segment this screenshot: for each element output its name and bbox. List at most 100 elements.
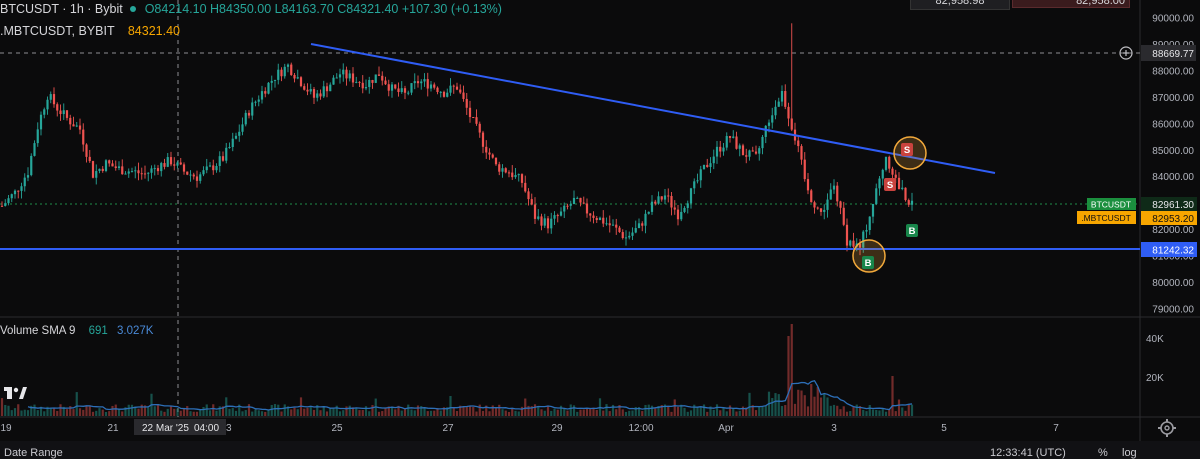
top-price-box-left[interactable]: 82,958.98 [910, 0, 1010, 10]
candle-body [312, 89, 316, 98]
volume-bar [30, 405, 33, 416]
buy-marker[interactable]: B [862, 256, 874, 269]
candles-layer [0, 23, 914, 256]
sell-marker[interactable]: S [884, 178, 896, 191]
candle-body [485, 146, 488, 153]
volume-bar [582, 409, 585, 416]
volume-bar [871, 409, 875, 416]
sell-marker[interactable]: S [901, 143, 913, 156]
candle-body [104, 160, 108, 171]
volume-bar [670, 411, 673, 416]
volume-indicator-title[interactable]: Volume SMA 9 [0, 325, 76, 337]
add-alert-icon[interactable] [1119, 46, 1133, 60]
candle-body [147, 172, 150, 174]
candle-body [377, 74, 381, 76]
legend-index[interactable]: .MBTCUSDT, BYBIT 84321.40 [0, 24, 180, 38]
volume-bar [615, 409, 618, 416]
volume-bar [637, 407, 641, 416]
candle-body [787, 106, 790, 119]
volume-bar [260, 411, 264, 416]
volume-bar [309, 406, 312, 416]
volume-bar [91, 411, 95, 416]
candle-body [774, 106, 777, 116]
descending-trendline[interactable] [310, 43, 996, 174]
candle-body [65, 110, 69, 118]
volume-bar [579, 409, 582, 416]
candle-body [511, 172, 514, 178]
candle-body [520, 174, 524, 183]
candle-body [712, 156, 715, 164]
candle-body [517, 174, 520, 176]
candle-body [745, 155, 748, 157]
candle-body [322, 86, 325, 97]
candle-body [845, 224, 849, 246]
volume-bar [462, 406, 465, 416]
candle-body [303, 86, 306, 90]
ohlc-values: O84214.10 H84350.00 L84163.70 C84321.40 … [144, 2, 502, 16]
volume-bar [244, 410, 247, 416]
candle-body [95, 171, 98, 178]
legend-volume[interactable]: Volume SMA 9 691 3.027K [0, 325, 153, 337]
volume-bar [254, 409, 257, 416]
index-price-label: .MBTCUSDT 82953.20 [1077, 211, 1197, 225]
volume-bar [475, 411, 478, 416]
top-price-box-right[interactable]: 82,958.00 [1012, 0, 1130, 8]
candle-body [179, 162, 182, 165]
volume-bar [381, 411, 384, 416]
candle-body [888, 156, 891, 169]
date-range-button[interactable]: Date Range [4, 447, 63, 459]
volume-bar [748, 392, 751, 416]
volume-bar [82, 409, 85, 416]
volume-bar [173, 408, 176, 416]
candle-body [114, 166, 117, 169]
candle-body [904, 187, 907, 201]
candle-body [56, 104, 59, 111]
percent-toggle[interactable]: % [1098, 447, 1108, 459]
symbol-label[interactable]: BTCUSDT · 1h · Bybit [0, 2, 123, 16]
candle-body [722, 147, 725, 152]
volume-bar [413, 410, 416, 416]
volume-bar [533, 404, 537, 416]
volume-bar [683, 407, 686, 416]
volume-bar [446, 407, 449, 416]
volume-bar [641, 411, 644, 416]
svg-text:88669.77: 88669.77 [1152, 49, 1194, 60]
buy-marker[interactable]: B [906, 224, 918, 237]
volume-bar [693, 404, 696, 416]
candle-body [608, 223, 611, 226]
candle-body [589, 213, 592, 216]
volume-bar [394, 409, 397, 416]
candle-body [280, 69, 283, 77]
volume-bar [751, 405, 754, 416]
candle-body [602, 217, 605, 224]
candle-body [335, 77, 338, 79]
index-symbol-label[interactable]: .MBTCUSDT, BYBIT [0, 24, 115, 38]
candle-body [806, 179, 810, 191]
candle-body [514, 174, 517, 178]
volume-bar [800, 390, 803, 416]
candle-body [361, 82, 364, 89]
volume-bar [546, 406, 550, 416]
volume-bar [215, 410, 218, 416]
svg-text:S: S [904, 145, 910, 156]
volume-bar [420, 405, 423, 416]
legend-main[interactable]: BTCUSDT · 1h · Bybit O84214.10 H84350.00… [0, 2, 502, 16]
settings-gear-icon[interactable] [1158, 419, 1176, 437]
volume-bar [735, 411, 738, 416]
time-axis-labels[interactable]: 19 21 23 25 27 29 12:00 Apr 3 5 7 [0, 423, 1059, 434]
candle-body [358, 81, 361, 83]
utc-clock[interactable]: 12:33:41 (UTC) [990, 447, 1066, 459]
candle-body [663, 195, 667, 200]
candle-body [215, 165, 218, 171]
candle-body [296, 77, 299, 79]
candle-body [540, 216, 543, 226]
volume-bar [127, 404, 130, 416]
log-toggle[interactable]: log [1122, 447, 1137, 459]
support-price-label: 81242.32 [1141, 242, 1197, 257]
candle-body [98, 168, 101, 172]
volume-bar [845, 411, 849, 416]
candle-body [693, 181, 696, 189]
volume-bar [754, 410, 758, 416]
candle-body [829, 189, 832, 200]
